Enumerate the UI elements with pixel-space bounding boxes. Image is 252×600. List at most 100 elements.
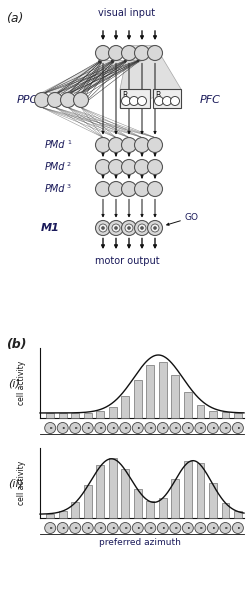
Circle shape — [108, 137, 123, 152]
Circle shape — [70, 523, 80, 533]
Circle shape — [121, 160, 136, 175]
Circle shape — [57, 422, 68, 433]
Bar — [233, 413, 241, 418]
Circle shape — [157, 422, 168, 433]
Circle shape — [34, 92, 49, 107]
Circle shape — [147, 137, 162, 152]
Circle shape — [140, 226, 143, 229]
Bar — [84, 413, 91, 418]
Bar — [171, 374, 178, 418]
Bar — [59, 511, 66, 518]
Bar — [59, 413, 66, 418]
Circle shape — [231, 523, 242, 533]
Circle shape — [121, 137, 136, 152]
Polygon shape — [42, 61, 141, 92]
Circle shape — [124, 224, 133, 232]
Circle shape — [119, 523, 130, 533]
Circle shape — [153, 226, 156, 229]
Bar — [46, 413, 54, 418]
Text: B: B — [154, 91, 160, 100]
Circle shape — [207, 523, 217, 533]
Circle shape — [147, 181, 162, 196]
Circle shape — [137, 97, 146, 106]
Circle shape — [134, 160, 149, 175]
Bar — [221, 503, 228, 518]
Circle shape — [194, 422, 205, 433]
Text: PMd: PMd — [44, 184, 65, 194]
Circle shape — [101, 226, 104, 229]
Circle shape — [82, 422, 93, 433]
Circle shape — [194, 523, 205, 533]
Circle shape — [147, 220, 162, 235]
Circle shape — [134, 181, 149, 196]
Circle shape — [150, 224, 158, 232]
Circle shape — [94, 523, 105, 533]
Circle shape — [182, 523, 193, 533]
Circle shape — [147, 46, 162, 61]
Bar — [171, 479, 178, 518]
Circle shape — [231, 422, 242, 433]
Circle shape — [99, 224, 107, 232]
Circle shape — [119, 422, 130, 433]
Circle shape — [121, 181, 136, 196]
Circle shape — [95, 220, 110, 235]
Circle shape — [95, 181, 110, 196]
Circle shape — [154, 97, 163, 106]
Bar — [121, 469, 129, 518]
Bar — [46, 514, 54, 518]
Bar — [208, 484, 216, 518]
Text: motor output: motor output — [94, 256, 159, 266]
Bar — [183, 392, 191, 418]
Circle shape — [60, 92, 75, 107]
Circle shape — [94, 422, 105, 433]
Text: (i): (i) — [8, 378, 20, 388]
Bar — [84, 485, 91, 518]
Circle shape — [95, 46, 110, 61]
Circle shape — [107, 523, 118, 533]
Bar — [158, 362, 166, 418]
Circle shape — [95, 137, 110, 152]
FancyBboxPatch shape — [152, 89, 180, 108]
Circle shape — [132, 422, 143, 433]
Bar — [158, 497, 166, 518]
Text: 3: 3 — [67, 184, 71, 189]
Circle shape — [121, 97, 130, 106]
Circle shape — [144, 422, 155, 433]
Bar — [96, 412, 104, 418]
Circle shape — [134, 137, 149, 152]
Circle shape — [114, 226, 117, 229]
Bar — [96, 466, 104, 518]
Bar — [121, 396, 129, 418]
Circle shape — [134, 220, 149, 235]
Circle shape — [112, 224, 119, 232]
Bar — [196, 463, 203, 518]
Circle shape — [134, 46, 149, 61]
Text: PMd: PMd — [44, 140, 65, 150]
Bar — [146, 365, 153, 418]
Circle shape — [137, 224, 145, 232]
Bar — [71, 413, 79, 418]
Bar — [208, 410, 216, 418]
Circle shape — [82, 523, 93, 533]
Circle shape — [170, 97, 179, 106]
Text: (b): (b) — [6, 338, 26, 351]
Text: preferred azimuth: preferred azimuth — [99, 538, 180, 547]
Text: 2: 2 — [67, 162, 71, 167]
Circle shape — [73, 92, 88, 107]
Circle shape — [219, 422, 230, 433]
Text: PMd: PMd — [44, 162, 65, 172]
Bar — [133, 489, 141, 518]
Text: (ii): (ii) — [8, 478, 23, 488]
Circle shape — [108, 220, 123, 235]
Circle shape — [157, 523, 168, 533]
Circle shape — [147, 160, 162, 175]
Bar — [183, 461, 191, 518]
Circle shape — [95, 160, 110, 175]
Circle shape — [132, 523, 143, 533]
FancyBboxPatch shape — [119, 89, 149, 108]
Circle shape — [70, 422, 80, 433]
Circle shape — [121, 220, 136, 235]
Text: PPC: PPC — [17, 95, 38, 105]
Bar — [133, 380, 141, 418]
Circle shape — [57, 523, 68, 533]
